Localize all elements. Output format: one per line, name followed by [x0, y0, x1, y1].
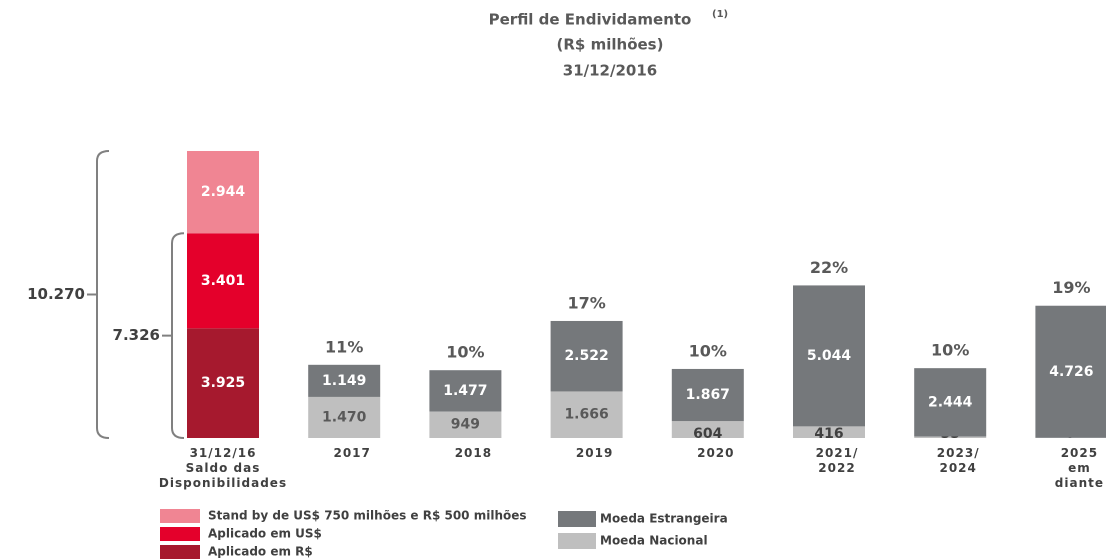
legend-swatch [558, 533, 596, 549]
chart-subtitle: (R$ milhões) [557, 36, 664, 54]
x-tick-line: Disponibilidades [159, 476, 287, 490]
bar-segment [550, 391, 623, 438]
value-label: 1.470 [322, 409, 367, 425]
x-tick-line: diante [1055, 476, 1104, 490]
bar-segment [550, 320, 623, 392]
legend-label: Aplicado em US$ [208, 527, 322, 541]
x-tick-label: 2017 [333, 446, 370, 460]
legend-swatch [160, 545, 200, 559]
x-tick-line: em [1068, 461, 1091, 475]
value-label: 2.522 [564, 348, 608, 364]
share-label: 10% [689, 341, 727, 360]
bar-segment [429, 370, 502, 412]
x-tick-line: 2020 [697, 446, 734, 460]
bar-segment [187, 233, 259, 329]
x-tick-label: 31/12/16 Saldo das Disponibilidades [159, 446, 287, 490]
legend-swatch [558, 511, 596, 527]
value-label: 2.944 [201, 184, 246, 200]
x-tick-line: 2019 [576, 446, 613, 460]
x-tick-line: 31/12/16 [190, 446, 257, 460]
bracket-label: 7.326 [113, 326, 160, 344]
legend-label: Moeda Estrangeira [600, 512, 728, 526]
x-tick-label: 2025 em diante [1055, 446, 1104, 490]
share-label: 10% [931, 341, 969, 360]
x-tick-line: 2018 [455, 446, 492, 460]
bar-segment [308, 396, 381, 438]
bar-segment [429, 411, 502, 438]
x-tick-label: 2021/2022 [816, 446, 859, 475]
x-tick-line: 2022 [818, 461, 855, 475]
share-label: 22% [810, 258, 848, 277]
x-tick-label: 2020 [697, 446, 734, 460]
bar-segment [671, 368, 744, 422]
bar-segment [793, 426, 865, 438]
x-tick-line: 2021/ [816, 446, 859, 460]
bar-segment [308, 364, 381, 397]
legend-label: Stand by de US$ 750 milhões e R$ 500 mil… [208, 509, 527, 523]
legend-swatch [160, 509, 200, 523]
bar-segment [671, 421, 744, 438]
value-label: 1.477 [443, 383, 487, 399]
legend-label: Aplicado em R$ [208, 545, 313, 559]
value-label: 3.401 [201, 273, 245, 289]
title-note: (1) [712, 9, 728, 20]
x-tick-line: 2024 [939, 461, 976, 475]
value-label: 604 [693, 426, 722, 442]
value-label: 1.666 [564, 407, 608, 423]
bracket [162, 232, 185, 439]
bar-segment [187, 328, 259, 438]
bracket [87, 149, 110, 439]
value-label: 1.867 [686, 387, 730, 403]
x-tick-line: 2025 [1061, 446, 1098, 460]
bracket-label: 10.270 [27, 285, 85, 303]
x-tick-line: 2023/ [937, 446, 980, 460]
share-label: 17% [567, 293, 605, 312]
value-label: 2.444 [928, 394, 973, 410]
x-tick-line: Saldo das [186, 461, 261, 475]
legend-label: Moeda Nacional [600, 534, 708, 548]
x-tick-label: 2018 [455, 446, 492, 460]
value-label: 3.925 [201, 375, 245, 391]
value-label: 416 [814, 426, 843, 442]
chart-title: Perfil de Endividamento [489, 11, 692, 29]
share-label: 19% [1052, 278, 1090, 297]
value-label: 4.726 [1049, 364, 1093, 380]
value-label: 1.149 [322, 373, 366, 389]
x-tick-line: 2017 [333, 446, 370, 460]
bar-segment [914, 436, 987, 438]
share-label: 10% [446, 343, 484, 362]
bar-segment [1035, 305, 1106, 438]
legend-swatch [160, 527, 200, 541]
share-label: 11% [325, 337, 363, 356]
bar-segment [187, 150, 259, 234]
bar-segment [914, 368, 987, 437]
value-label: 5.044 [807, 348, 852, 364]
chart-date: 31/12/2016 [563, 62, 657, 80]
x-tick-label: 2023/2024 [937, 446, 980, 475]
bar-segment [793, 285, 865, 427]
x-tick-label: 2019 [576, 446, 613, 460]
value-label: 949 [451, 417, 480, 433]
